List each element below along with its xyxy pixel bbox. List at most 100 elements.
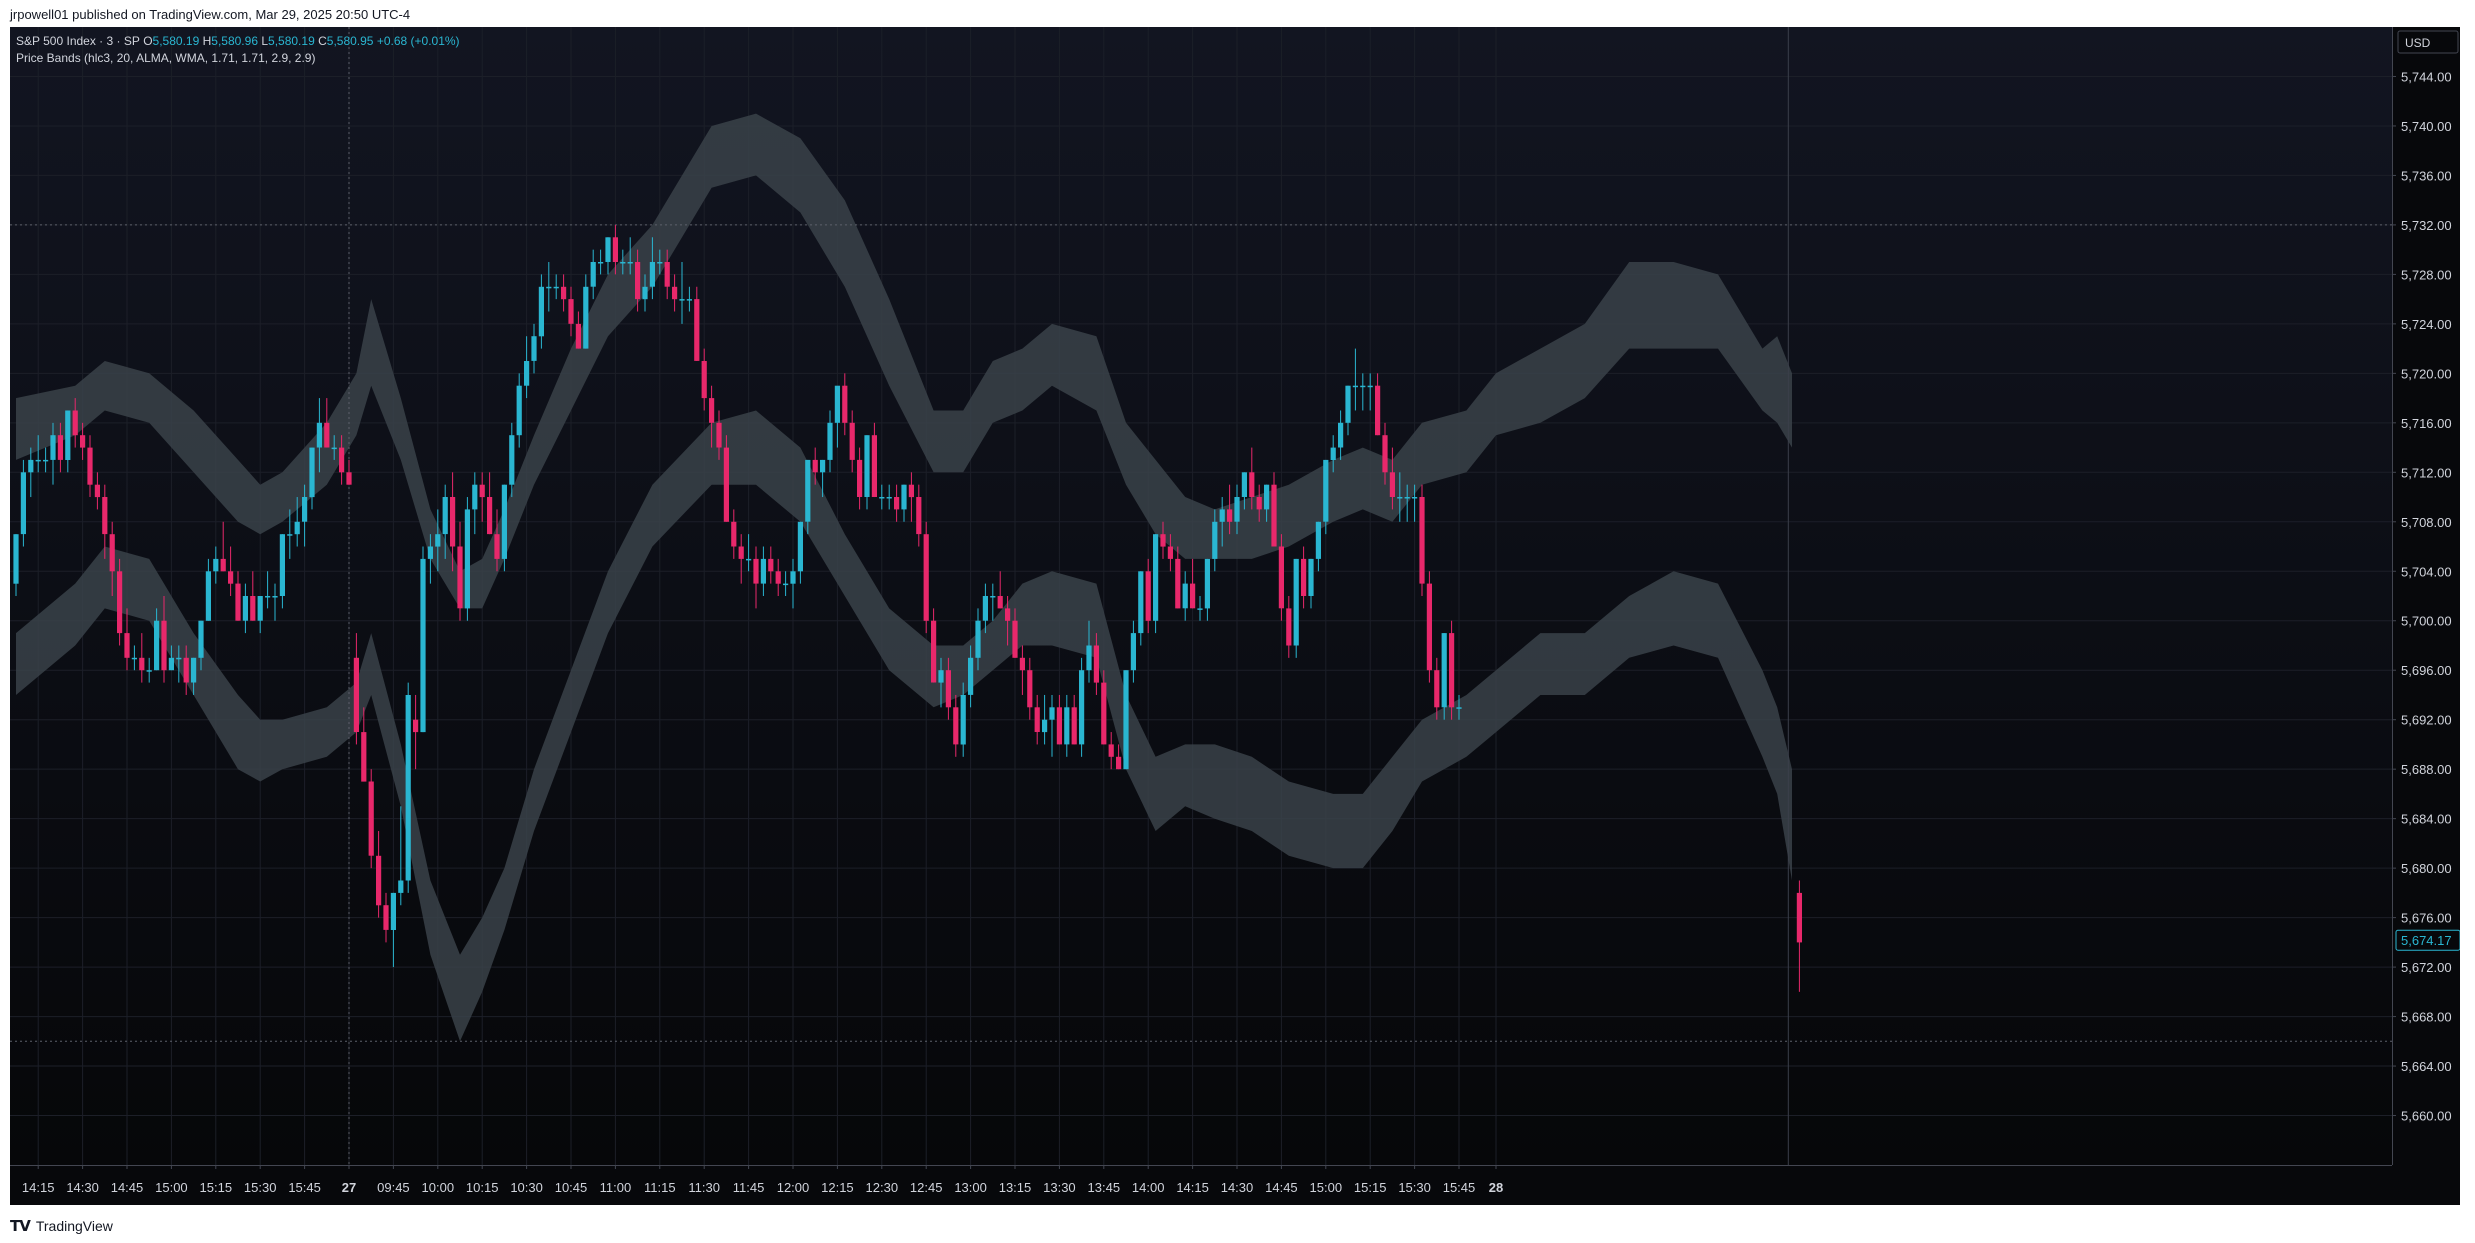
candle[interactable]	[198, 620, 204, 671]
candle[interactable]	[1271, 472, 1277, 547]
candle[interactable]	[1064, 694, 1070, 757]
candle[interactable]	[1256, 484, 1262, 522]
candle[interactable]	[945, 657, 951, 720]
candle[interactable]	[316, 398, 322, 473]
candle[interactable]	[131, 645, 137, 671]
candle[interactable]	[1227, 484, 1233, 535]
candle[interactable]	[716, 410, 722, 460]
candle[interactable]	[1042, 694, 1048, 745]
candle[interactable]	[894, 484, 900, 522]
candle[interactable]	[1145, 558, 1151, 634]
candle[interactable]	[1382, 422, 1388, 485]
candle[interactable]	[50, 422, 56, 485]
candle[interactable]	[1449, 620, 1455, 720]
candle[interactable]	[886, 484, 892, 510]
candle[interactable]	[87, 435, 93, 498]
candle[interactable]	[1426, 571, 1432, 683]
candle[interactable]	[442, 484, 448, 559]
candle[interactable]	[1434, 657, 1440, 720]
candle[interactable]	[635, 249, 641, 312]
candle[interactable]	[94, 472, 100, 510]
candle[interactable]	[849, 410, 855, 473]
candle[interactable]	[1005, 596, 1011, 646]
candle[interactable]	[1212, 509, 1218, 572]
candle[interactable]	[1375, 373, 1381, 436]
candle[interactable]	[1056, 694, 1062, 745]
candle[interactable]	[561, 274, 567, 312]
candle[interactable]	[1234, 484, 1240, 535]
time-axis[interactable]: 14:15 14:30 14:45 15:00 15:15 15:30 15:45 27 09:…	[10, 1165, 2460, 1205]
candle[interactable]	[1323, 459, 1329, 535]
candle[interactable]	[546, 262, 552, 312]
candle[interactable]	[820, 459, 826, 498]
candle[interactable]	[13, 534, 19, 596]
candle[interactable]	[1138, 571, 1144, 646]
candle[interactable]	[1153, 534, 1159, 634]
candle[interactable]	[775, 558, 781, 596]
candle[interactable]	[1796, 880, 1802, 992]
candle[interactable]	[1352, 348, 1358, 411]
candle[interactable]	[931, 608, 937, 683]
candle[interactable]	[309, 447, 315, 510]
candle[interactable]	[257, 596, 263, 634]
candle[interactable]	[575, 311, 581, 349]
candle[interactable]	[1249, 447, 1255, 510]
candle[interactable]	[1241, 472, 1247, 510]
candle[interactable]	[405, 682, 411, 893]
candle[interactable]	[102, 484, 108, 559]
candle[interactable]	[538, 274, 544, 349]
candle[interactable]	[272, 583, 278, 621]
candle[interactable]	[235, 571, 241, 621]
candle[interactable]	[420, 546, 426, 733]
candle[interactable]	[324, 398, 330, 448]
candle[interactable]	[879, 484, 885, 510]
candle[interactable]	[501, 484, 507, 572]
candle[interactable]	[753, 546, 759, 609]
candle[interactable]	[975, 608, 981, 671]
candle[interactable]	[487, 472, 493, 535]
candle[interactable]	[1182, 571, 1188, 621]
candle[interactable]	[346, 459, 352, 485]
candle[interactable]	[1419, 484, 1425, 596]
candle[interactable]	[35, 435, 41, 473]
candle[interactable]	[760, 546, 766, 596]
candle[interactable]	[1456, 694, 1462, 720]
candle[interactable]	[242, 583, 248, 634]
candle[interactable]	[398, 806, 404, 906]
candle[interactable]	[871, 422, 877, 498]
candle[interactable]	[1278, 534, 1284, 621]
candle[interactable]	[990, 583, 996, 621]
chart-container[interactable]: 5,744.00 5,740.00 5,736.00 5,732.00 5,728.00…	[10, 27, 2460, 1205]
candle[interactable]	[908, 472, 914, 522]
candle[interactable]	[516, 373, 522, 448]
candle[interactable]	[531, 323, 537, 374]
candle[interactable]	[1204, 558, 1210, 621]
candle[interactable]	[427, 534, 433, 584]
candle[interactable]	[612, 224, 618, 275]
candle[interactable]	[464, 497, 470, 621]
candle[interactable]	[1301, 546, 1307, 609]
candle[interactable]	[805, 459, 811, 535]
candle[interactable]	[435, 509, 441, 572]
candle[interactable]	[568, 286, 574, 337]
candle[interactable]	[161, 596, 167, 683]
candle[interactable]	[1071, 694, 1077, 745]
candle[interactable]	[1389, 447, 1395, 510]
candle[interactable]	[524, 336, 530, 399]
candle[interactable]	[620, 249, 626, 275]
candle[interactable]	[701, 348, 707, 411]
candle[interactable]	[1197, 596, 1203, 621]
candle[interactable]	[265, 571, 271, 609]
candle[interactable]	[1175, 546, 1181, 609]
candle[interactable]	[368, 769, 374, 869]
candle[interactable]	[1108, 732, 1114, 770]
candle[interactable]	[731, 509, 737, 559]
candle[interactable]	[1086, 620, 1092, 683]
candle[interactable]	[191, 657, 197, 695]
price-chart[interactable]: 5,744.00 5,740.00 5,736.00 5,732.00 5,728.00…	[10, 27, 2460, 1205]
candle[interactable]	[1101, 670, 1107, 745]
candle[interactable]	[627, 237, 633, 275]
candle[interactable]	[1012, 608, 1018, 658]
candle[interactable]	[864, 435, 870, 510]
candle[interactable]	[390, 892, 396, 968]
